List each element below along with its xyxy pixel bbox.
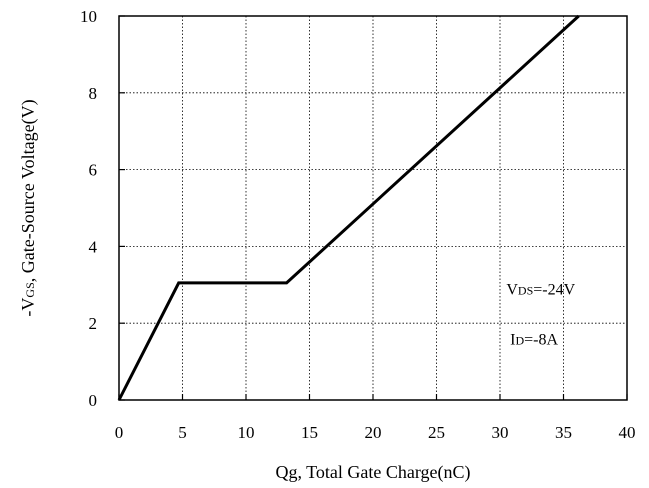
y-tick-label: 6 [89, 161, 98, 180]
x-tick-label: 0 [115, 423, 124, 442]
x-tick-label: 25 [428, 423, 445, 442]
series-line-0 [117, 14, 580, 401]
y-axis-label-rest: , Gate-Source Voltage(V) [18, 99, 39, 282]
x-tick-label: 40 [619, 423, 636, 442]
x-tick-label: 20 [365, 423, 382, 442]
tick-marks [118, 15, 628, 401]
series-group [117, 14, 580, 401]
annotation-sub: D [515, 333, 524, 347]
annotation-0: VDS=-24V [506, 281, 575, 298]
x-tick-label: 5 [178, 423, 187, 442]
x-axis-label: Qg, Total Gate Charge(nC) [275, 462, 470, 483]
y-tick-label: 10 [80, 7, 97, 26]
y-tick-label: 2 [89, 314, 98, 333]
x-tick-label: 15 [301, 423, 318, 442]
y-tick-labels: 0 2 4 6 8 10 [80, 7, 98, 410]
x-tick-labels: 0 5 10 15 20 25 30 35 40 [115, 423, 636, 442]
y-tick-label: 0 [89, 391, 98, 410]
annotation-rest: =-24V [533, 281, 575, 298]
y-tick-label: 8 [89, 84, 98, 103]
annotation-1: ID=-8A [510, 331, 558, 348]
plot-frame [118, 15, 628, 401]
annotations: VDS=-24V ID=-8A [506, 281, 575, 348]
x-tick-label: 10 [238, 423, 255, 442]
annotation-main: I [510, 331, 515, 348]
annotation-main: V [506, 281, 518, 298]
y-axis-label-sub: GS [23, 282, 37, 297]
annotation-rest: =-8A [524, 331, 558, 348]
x-tick-label: 35 [555, 423, 572, 442]
y-axis-label-prefix: -V [18, 298, 38, 317]
x-tick-label: 30 [492, 423, 509, 442]
y-axis-label: -VGS, Gate-Source Voltage(V) [18, 99, 39, 316]
y-tick-label: 4 [89, 237, 98, 256]
grid-lines [119, 16, 627, 400]
annotation-sub: DS [518, 283, 533, 297]
